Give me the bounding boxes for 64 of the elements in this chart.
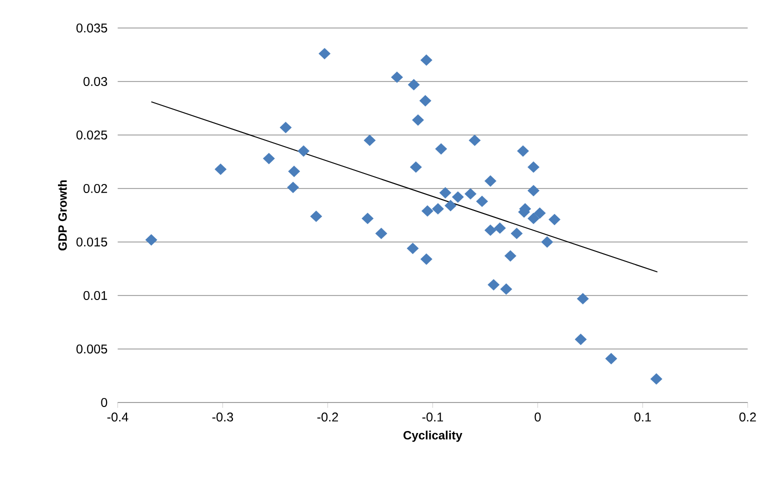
y-tick-label: 0.03 (84, 77, 108, 86)
point (576, 293, 589, 304)
point (494, 222, 506, 234)
point (412, 114, 424, 126)
x-tick-label: 0.1 (634, 412, 651, 422)
point (528, 185, 540, 196)
x-tick-label: -0.2 (317, 412, 338, 422)
y-tick-label: 0.025 (76, 130, 108, 140)
point (534, 208, 546, 219)
point (504, 250, 516, 262)
point (419, 95, 432, 106)
point (574, 334, 587, 345)
point (318, 48, 330, 60)
point (452, 191, 464, 203)
x-tick-label: -0.1 (422, 412, 443, 422)
y-tick-label: 0.035 (76, 24, 108, 32)
point (287, 182, 299, 194)
point (288, 166, 300, 177)
y-tick-label: 0 (101, 398, 108, 407)
point (362, 212, 374, 224)
point (528, 212, 540, 224)
point (484, 224, 496, 236)
point (488, 279, 500, 290)
point (439, 187, 452, 198)
point (375, 228, 388, 240)
x-tick-label: -0.4 (107, 412, 128, 422)
point (410, 162, 422, 173)
point (468, 134, 481, 146)
point (420, 54, 432, 66)
x-axis-title: Cyclicality (404, 430, 462, 442)
point (444, 200, 456, 212)
point (548, 214, 560, 226)
point (510, 228, 523, 240)
x-tick-label: 0.2 (739, 412, 756, 422)
point (420, 254, 432, 265)
point (391, 72, 403, 83)
point (364, 134, 376, 146)
point (310, 210, 322, 222)
point (406, 242, 419, 254)
point (145, 234, 158, 246)
point (298, 145, 310, 157)
y-axis-title: GDP Growth (58, 180, 67, 250)
x-tick-label: 0 (534, 412, 541, 422)
point (528, 162, 540, 173)
point (476, 196, 488, 207)
y-tick-label: 0.01 (84, 291, 108, 300)
point (500, 283, 512, 295)
point (432, 203, 444, 214)
point (464, 188, 476, 200)
point (422, 205, 434, 217)
point (214, 164, 226, 175)
y-tick-label: 0.015 (76, 238, 108, 246)
point (435, 143, 447, 155)
y-tick-label: 0.02 (84, 184, 108, 193)
point (541, 236, 554, 248)
x-tick-label: -0.3 (212, 412, 234, 422)
point (650, 373, 662, 385)
point (408, 79, 420, 90)
point (517, 145, 529, 157)
point (280, 122, 292, 134)
point (263, 152, 275, 164)
y-tick-label: 0.005 (76, 344, 108, 354)
point (605, 353, 618, 364)
point (484, 175, 496, 187)
